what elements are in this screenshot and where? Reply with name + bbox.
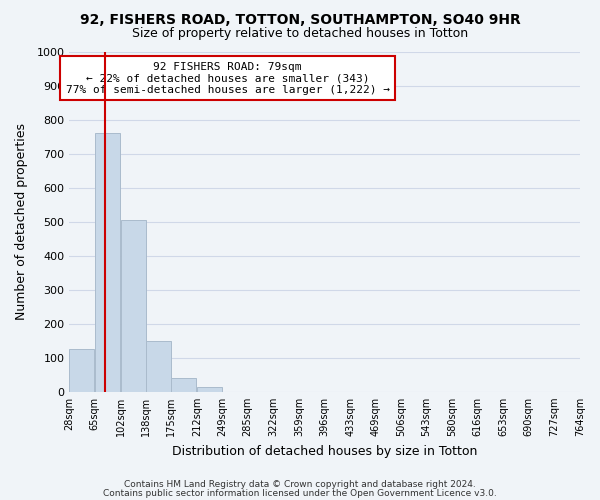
Text: Contains HM Land Registry data © Crown copyright and database right 2024.: Contains HM Land Registry data © Crown c… — [124, 480, 476, 489]
Bar — [69, 348, 94, 392]
Text: Size of property relative to detached houses in Totton: Size of property relative to detached ho… — [132, 28, 468, 40]
Bar — [121, 220, 146, 392]
X-axis label: Distribution of detached houses by size in Totton: Distribution of detached houses by size … — [172, 444, 477, 458]
Bar — [146, 341, 170, 392]
Text: 92, FISHERS ROAD, TOTTON, SOUTHAMPTON, SO40 9HR: 92, FISHERS ROAD, TOTTON, SOUTHAMPTON, S… — [80, 12, 520, 26]
Bar — [95, 133, 120, 392]
Bar — [171, 378, 196, 392]
Bar — [197, 386, 222, 392]
Text: Contains public sector information licensed under the Open Government Licence v3: Contains public sector information licen… — [103, 488, 497, 498]
Y-axis label: Number of detached properties: Number of detached properties — [15, 123, 28, 320]
Text: 92 FISHERS ROAD: 79sqm
← 22% of detached houses are smaller (343)
77% of semi-de: 92 FISHERS ROAD: 79sqm ← 22% of detached… — [65, 62, 389, 95]
